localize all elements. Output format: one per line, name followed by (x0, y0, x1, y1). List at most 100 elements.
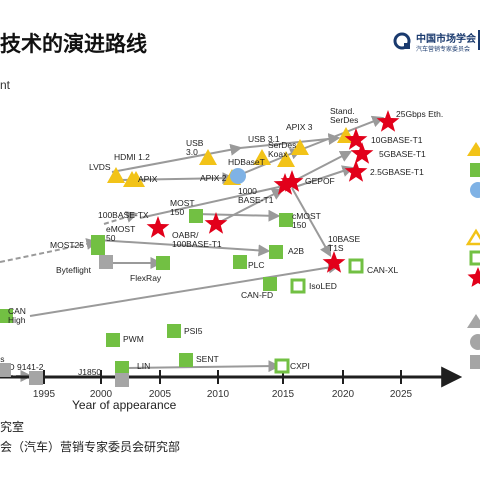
circle-marker (230, 168, 246, 184)
node-1000-base-t1: 1000 BASE-T1 (238, 173, 297, 205)
node-hdbaset: HDBaseT (228, 157, 265, 184)
node-label: USB 3.0 (186, 138, 204, 157)
axis-label: Year of appearance (72, 398, 177, 412)
node-2-5gbase-t1: 2.5GBASE-T1 (344, 160, 424, 182)
node-label: PSI5 (184, 326, 203, 336)
node-byteflight: Byteflight (56, 255, 113, 275)
axis-tick-label: 2020 (332, 389, 355, 400)
arrow-1000-10base (291, 187, 332, 258)
node-label: MOST 150 (170, 198, 195, 217)
node-label: PLC (248, 260, 265, 270)
time-axis: 1995 2000 2005 2010 2015 2020 2025 Year of app… (0, 366, 463, 412)
square-marker (233, 255, 247, 269)
logo: 中国市场学会 汽车营销专家委员会 (393, 30, 480, 56)
arrow-dashed-emost (103, 211, 139, 225)
square-marker (106, 333, 120, 347)
node-can-xl: CAN-XL (348, 258, 398, 275)
node-label: MOST25 (50, 240, 84, 250)
node-cxpi: CXPI (274, 358, 310, 374)
node-label: Byteflight (56, 265, 92, 275)
axis-tick-label: 2025 (390, 389, 413, 400)
node-label: USB 3.1 (248, 134, 280, 144)
node-lin: LIN (115, 361, 150, 375)
logo-subtitle: 汽车营销专家委员会 (416, 46, 471, 53)
node-label: IsoLED (309, 281, 337, 291)
square-marker (0, 363, 11, 377)
square-marker (269, 245, 283, 259)
axis-tick-label: 1995 (33, 389, 56, 400)
node-label: Stand. SerDes (330, 106, 358, 125)
legend-square-outline-icon (469, 250, 480, 266)
node-usb-3-1: USB 3.1 (248, 134, 280, 165)
logo-name: 中国市场学会 (416, 34, 476, 45)
node-j1850: J1850 (78, 367, 129, 387)
source-line-1: 究室 (0, 420, 25, 434)
node-label: CAN-FD (241, 290, 273, 300)
arrow-most150 (195, 209, 281, 222)
node-label: APIX 3 (286, 122, 313, 132)
triangle-marker (107, 167, 125, 183)
legend-triangle-icon (467, 142, 480, 156)
square-outline-marker (274, 358, 290, 374)
node-pwm: PWM (106, 333, 144, 347)
legend-square-icon (470, 163, 480, 177)
star-marker (280, 170, 304, 192)
square-marker (279, 213, 293, 227)
node-label: SerDes Koax (268, 140, 296, 159)
star-marker (322, 251, 346, 273)
arrow-lvds-usb (111, 143, 243, 173)
node-label: 5GBASE-T1 (379, 149, 426, 159)
legend-triangle-icon (467, 314, 480, 328)
logo-icon (393, 32, 411, 50)
node-label: A2B (288, 246, 304, 256)
evolution-diagram: 1995 2000 2005 2010 2015 2020 2025 Year of app… (0, 106, 480, 412)
arrow-oabr-1000 (215, 188, 285, 225)
square-marker (115, 373, 129, 387)
node-label: PWM (123, 334, 144, 344)
node-label: APIX (138, 174, 158, 184)
node-label: SENT (196, 354, 219, 364)
node-label: GEPOF (305, 176, 335, 186)
star-marker (344, 128, 368, 150)
node-ss: ss (0, 354, 11, 377)
arrow-emost-a2b (97, 239, 271, 257)
node-usb-3-0: USB 3.0 (186, 138, 217, 165)
triangle-marker (199, 149, 217, 165)
node-label: ISO 9141-2 (0, 362, 44, 372)
node-label: HDBaseT (228, 157, 265, 167)
node-label: HDMI 1.2 (114, 152, 150, 162)
legend-square-icon (470, 355, 480, 369)
node-label: 2.5GBASE-T1 (370, 167, 424, 177)
axis-tick-label: 2005 (149, 389, 172, 400)
square-marker (99, 255, 113, 269)
node-label: 25Gbps Eth. (396, 109, 443, 119)
triangle-marker (253, 149, 271, 165)
arrow-can-canxl (29, 261, 341, 317)
node-label: APIX 2 (200, 173, 227, 183)
square-outline-marker (290, 278, 306, 294)
square-marker (263, 277, 277, 291)
node-label: cMOST 150 (292, 211, 321, 230)
node-label: 100BASE-TX (98, 210, 149, 220)
node-label: 1000 BASE-T1 (238, 186, 274, 205)
arrow-to-25g (299, 115, 385, 151)
triangle-marker (291, 139, 309, 155)
source-line-2: 会（汽车）营销专家委员会研究部 (0, 440, 181, 454)
logo-edge (478, 30, 480, 50)
node-label: FlexRay (130, 273, 162, 283)
square-marker (156, 256, 170, 270)
node-most25: MOST25 (50, 240, 105, 255)
node-serdes-koax: SerDes Koax (268, 140, 296, 167)
node-label: LVDS (89, 162, 111, 172)
star-marker (376, 110, 400, 132)
node-flexray: FlexRay (130, 256, 170, 283)
node-isoled: IsoLED (290, 278, 337, 294)
square-marker (0, 309, 13, 323)
star-marker (273, 173, 297, 195)
node-label: LIN (137, 361, 150, 371)
node-oabr-100base-t1: OABR/100BASE-T1 (172, 212, 228, 249)
node-iso-9141-2: ISO 9141-2 (0, 362, 44, 385)
node-cmost-150: cMOST 150 (279, 211, 321, 230)
node-can-fd: CAN-FD (241, 277, 277, 300)
node-25gbps-eth: 25Gbps Eth. (376, 109, 443, 132)
